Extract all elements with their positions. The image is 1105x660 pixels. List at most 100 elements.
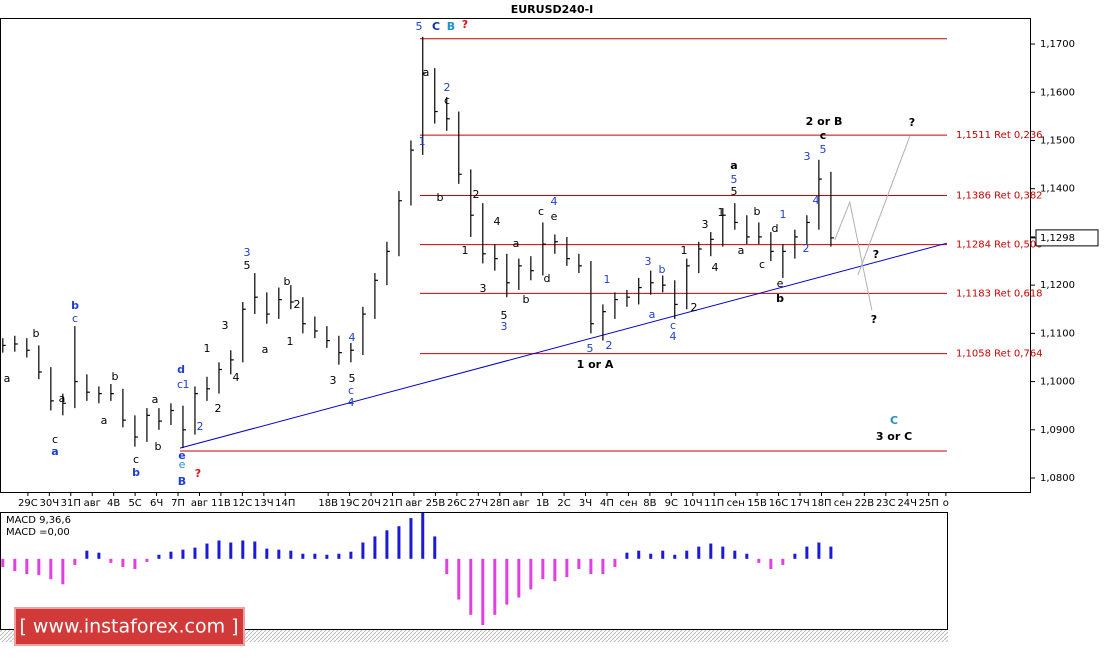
macd-bar	[37, 558, 41, 576]
macd-bar	[541, 558, 545, 580]
wave-label: b	[112, 370, 119, 383]
macd-bar	[733, 550, 737, 559]
x-tick-label: авг	[513, 498, 530, 509]
wave-label: a	[59, 392, 66, 405]
x-tick-label: 23С	[876, 498, 896, 509]
wave-label: B	[178, 475, 186, 488]
macd-bar	[529, 558, 533, 590]
x-tick-label: 22В	[855, 498, 875, 509]
wave-label: b	[284, 275, 291, 288]
wave-label: 2	[215, 402, 222, 415]
macd-bar	[397, 526, 401, 559]
wave-label: b	[437, 191, 444, 204]
chart-title: EURUSD240-I	[511, 3, 594, 16]
wave-label: a	[101, 414, 108, 427]
macd-bar	[49, 558, 53, 580]
wave-label: 3	[244, 246, 251, 259]
wave-label: c	[133, 453, 139, 466]
x-tick-label: 5С	[128, 498, 141, 509]
wave-label: 1	[419, 135, 426, 148]
wave-label: c	[759, 258, 765, 271]
wave-label: a	[730, 159, 737, 172]
macd-bar	[781, 558, 785, 565]
wave-label: 3	[702, 218, 709, 231]
macd-bar	[589, 558, 593, 575]
wave-label: 1	[604, 273, 611, 286]
wave-label: b	[33, 327, 40, 340]
y-tick-label: 1,1000	[1040, 377, 1075, 388]
wave-label: c	[52, 433, 58, 446]
wave-label: 1	[718, 206, 725, 219]
macd-bar	[697, 546, 701, 559]
macd-bar	[301, 553, 305, 559]
projection-line	[857, 135, 911, 276]
macd-bar	[445, 558, 449, 575]
x-tick-label: 30Ч	[40, 498, 60, 509]
macd-bar	[253, 541, 257, 559]
x-tick-label: 10Ч	[683, 498, 703, 509]
macd-bar	[565, 558, 569, 578]
macd-bar	[85, 550, 89, 559]
macd-bar	[553, 558, 557, 582]
wave-label: ?	[873, 248, 879, 261]
x-tick-label: 9С	[665, 498, 678, 509]
watermark-box	[14, 607, 245, 646]
macd-bar	[277, 549, 281, 559]
wave-label: 5	[416, 20, 423, 33]
macd-bar	[313, 553, 317, 559]
wave-label: d	[544, 272, 551, 285]
macd-bar	[217, 540, 221, 559]
macd-bar	[181, 549, 185, 559]
y-tick-label: 1,1600	[1040, 87, 1075, 98]
macd-bar	[289, 550, 293, 559]
macd-bar	[625, 552, 629, 559]
wave-label: e	[178, 449, 185, 462]
x-tick-label: 18В	[318, 498, 338, 509]
macd-bar	[817, 542, 821, 559]
macd-bar	[433, 536, 437, 559]
wave-label: 4	[551, 195, 558, 208]
wave-label: b	[659, 263, 666, 276]
wave-label: 3	[330, 374, 337, 387]
x-tick-label: 3Ч	[579, 498, 592, 509]
x-tick-label: о	[943, 498, 949, 509]
x-tick-label: сен	[619, 498, 637, 509]
wave-label: ?	[909, 116, 915, 129]
wave-label: a	[262, 343, 269, 356]
x-tick-label: 14П	[275, 498, 295, 509]
macd-bar	[205, 543, 209, 559]
wave-label: 1	[462, 244, 469, 257]
wave-label: c	[820, 129, 827, 142]
wave-label: e	[777, 277, 784, 290]
wave-label: 3	[804, 150, 811, 163]
wave-label: d	[177, 363, 185, 376]
wave-label: 1	[204, 342, 211, 355]
x-tick-label: 4В	[107, 498, 120, 509]
macd-bar	[169, 551, 173, 559]
wave-label: 3	[480, 282, 487, 295]
wave-label: e	[179, 458, 186, 471]
macd-bar	[685, 550, 689, 559]
wave-label: c	[538, 205, 544, 218]
wave-label: c	[348, 384, 354, 397]
macd-bar	[13, 558, 17, 572]
macd-label: MACD 9,36,6	[6, 515, 71, 526]
macd-bar	[709, 543, 713, 559]
x-tick-label: 2С	[557, 498, 570, 509]
x-tick-label: 18П	[811, 498, 831, 509]
x-tick-label: 11В	[211, 498, 231, 509]
wave-label: 1	[780, 208, 787, 221]
wave-label: C	[890, 414, 898, 427]
wave-label: c	[177, 378, 183, 391]
wave-label: b	[776, 292, 784, 305]
macd-bar	[337, 553, 341, 559]
x-tick-label: 19С	[340, 498, 360, 509]
x-tick-label: сен	[727, 498, 745, 509]
wave-label: 4	[233, 371, 240, 384]
macd-label: MACD =0,00	[6, 527, 70, 538]
x-tick-label: 27Ч	[468, 498, 488, 509]
wave-label: 5	[731, 173, 738, 186]
wave-label: d	[772, 222, 779, 235]
wave-label: 5	[501, 309, 508, 322]
wave-label: ?	[195, 467, 201, 480]
